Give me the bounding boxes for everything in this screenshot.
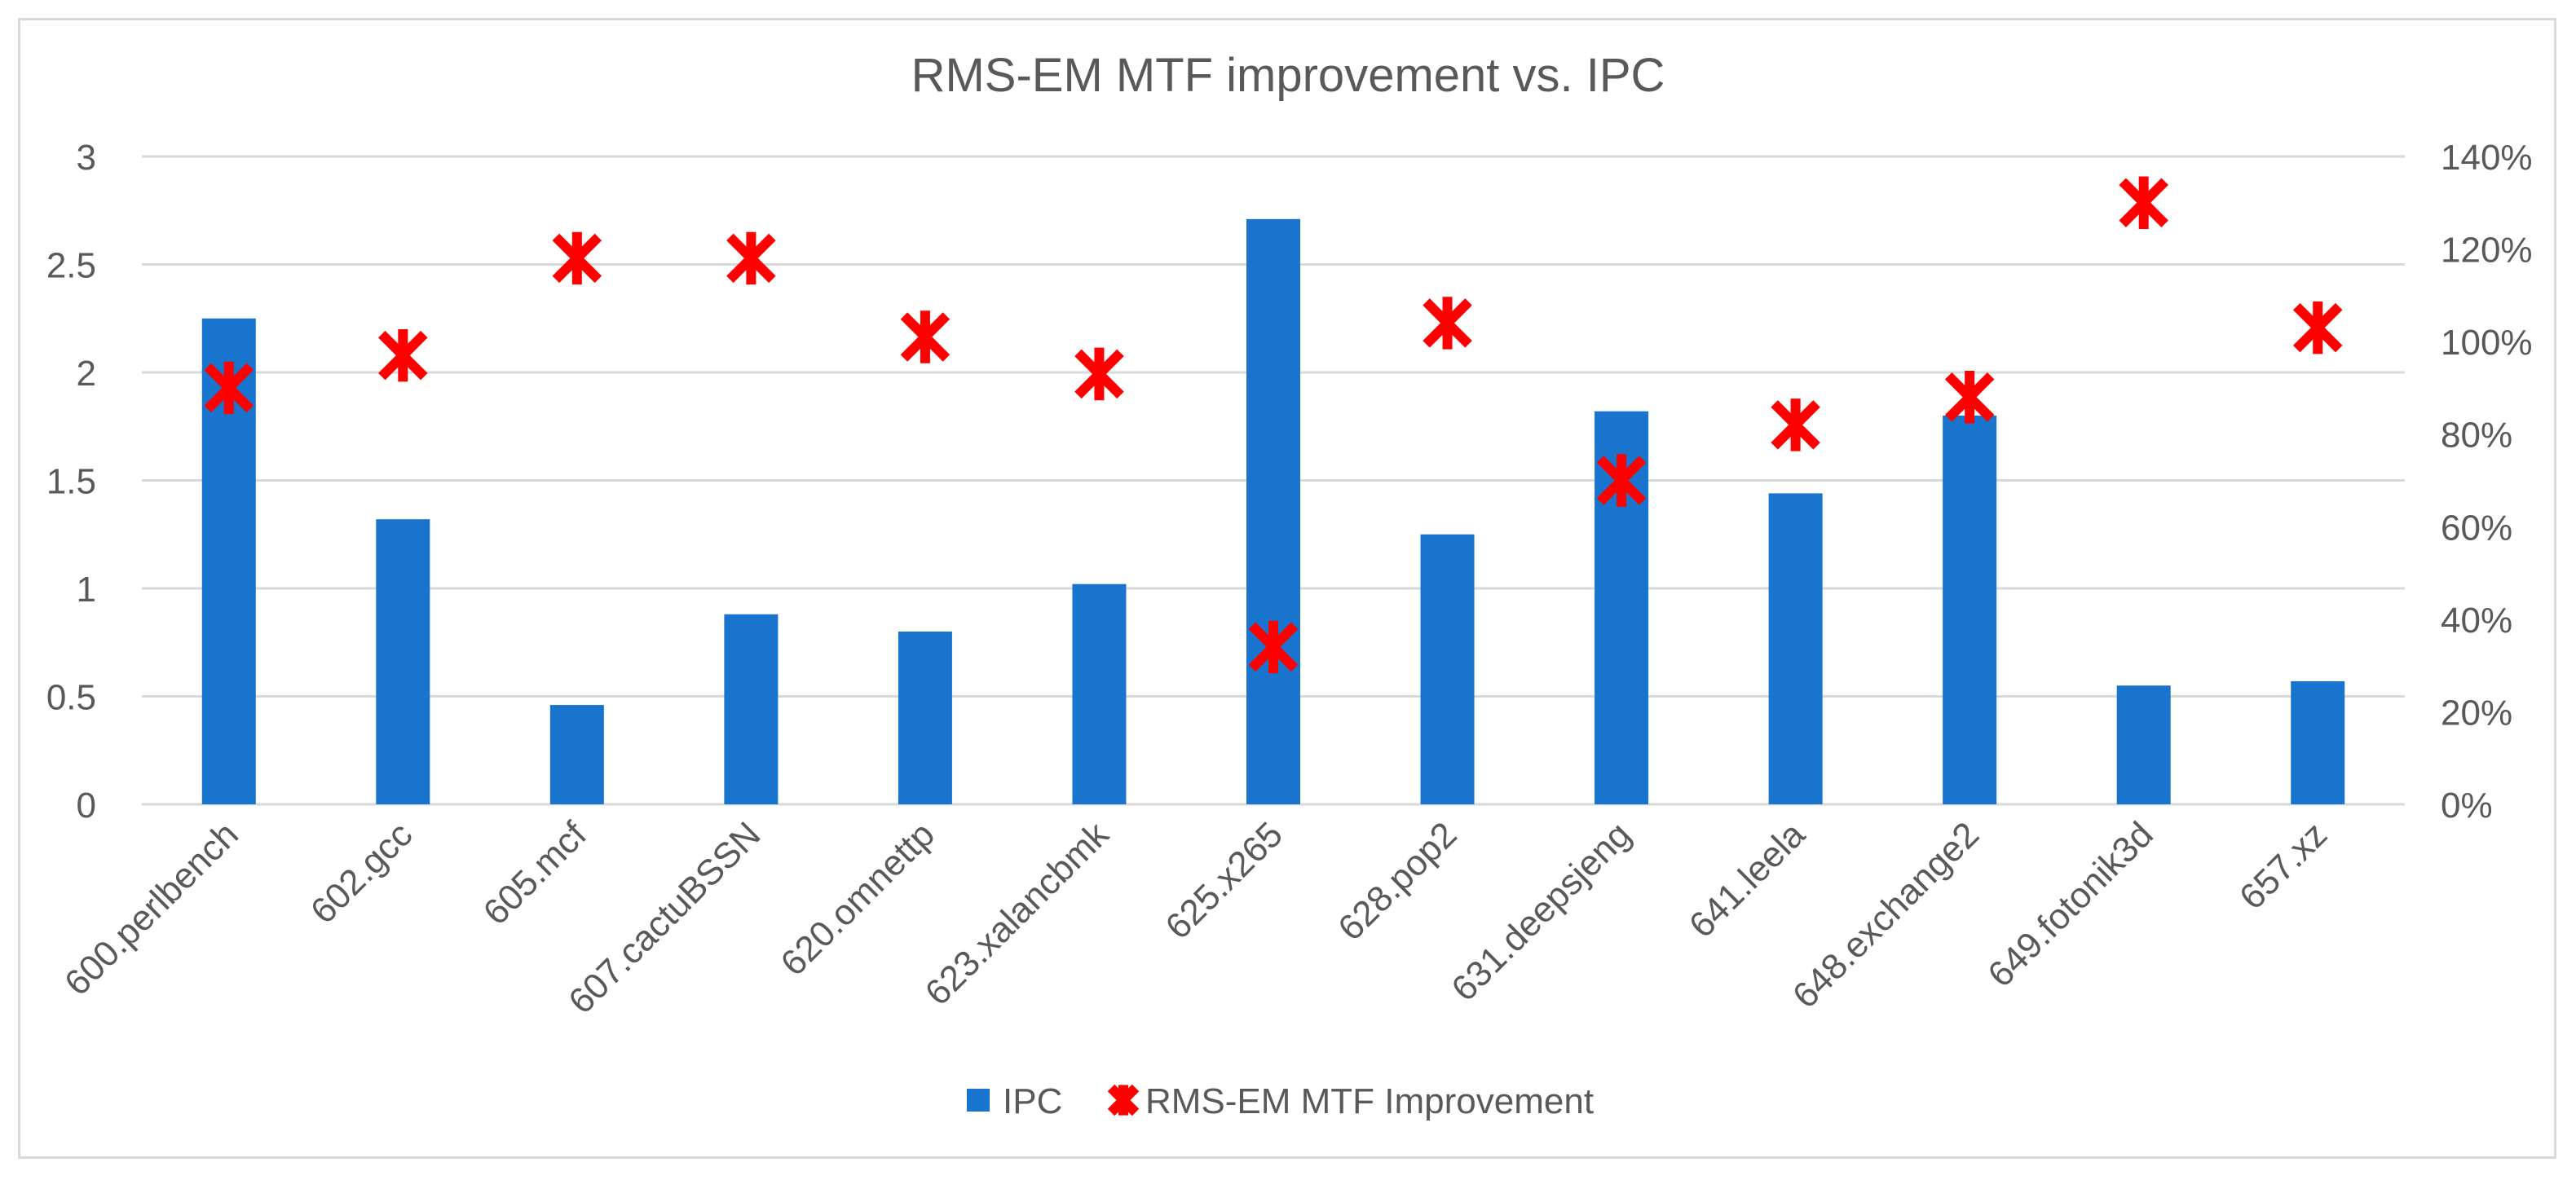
right-tick-label: 140%: [2441, 138, 2533, 178]
x-tick-label: 648.exchange2: [1785, 814, 1987, 1015]
ipc-bar: [1943, 416, 1997, 804]
improvement-marker: [2119, 176, 2168, 230]
x-axis: 600.perlbench 602.gcc 605.mcf607.cactuBSSN…: [57, 814, 2335, 1022]
right-axis: 0% 20% 40% 60% 80% 100% 120% 140%: [2441, 138, 2533, 826]
right-tick-label: 20%: [2441, 693, 2512, 733]
x-tick-label: 657.xz: [2232, 814, 2335, 917]
right-tick-label: 80%: [2441, 416, 2512, 456]
x-tick-label: 641.leela: [1682, 814, 1813, 945]
improvement-marker: [1074, 347, 1124, 401]
improvement-marker: [1248, 620, 1299, 674]
right-tick-label: 100%: [2441, 323, 2533, 363]
x-tick-label: 620.omnettp: [773, 814, 942, 984]
x-tick-label: 623.xalancbmk: [918, 814, 1118, 1014]
left-tick-label: 0: [77, 786, 96, 826]
ipc-bar: [1246, 218, 1300, 805]
improvement-marker: [1423, 297, 1472, 350]
improvement-marker: [2292, 301, 2343, 354]
right-tick-label: 60%: [2441, 508, 2512, 548]
x-tick-label: 602.gcc: [303, 814, 421, 931]
legend-improvement-marker: [1107, 1084, 1140, 1116]
chart-title: RMS-EM MTF improvement vs. IPC: [911, 49, 1665, 102]
ipc-bars: [201, 218, 2345, 805]
legend: IPC RMS-EM MTF Improvement: [967, 1081, 1594, 1121]
improvement-marker: [726, 231, 776, 285]
left-tick-label: 2: [77, 354, 96, 394]
improvement-marker: [900, 310, 951, 363]
left-tick-label: 1: [77, 570, 96, 610]
left-tick-label: 3: [77, 138, 96, 178]
improvement-marker: [552, 231, 602, 285]
right-tick-label: 40%: [2441, 601, 2512, 641]
ipc-bar: [1072, 583, 1127, 804]
ipc-bar: [724, 614, 779, 804]
ipc-bar: [898, 632, 952, 804]
ipc-bar: [376, 519, 430, 804]
legend-improvement-label: RMS-EM MTF Improvement: [1145, 1081, 1594, 1121]
left-axis: 0 0.5 1 1.5 2 2.5 3: [46, 138, 96, 826]
right-tick-label: 120%: [2441, 231, 2533, 271]
x-tick-label: 628.pop2: [1330, 814, 1464, 948]
improvement-marker: [1771, 398, 1820, 451]
ipc-bar: [2116, 685, 2171, 804]
ipc-bar: [1768, 493, 1823, 804]
right-tick-label: 0%: [2441, 786, 2493, 826]
improvement-marker: [204, 361, 254, 415]
ipc-bar: [549, 705, 604, 804]
x-tick-label: 607.cactuBSSN: [561, 814, 768, 1021]
improvement-markers: [204, 176, 2343, 674]
improvement-marker: [1944, 371, 1995, 424]
left-tick-label: 0.5: [46, 678, 96, 718]
left-tick-label: 2.5: [46, 246, 96, 286]
x-tick-label: 631.deepsjeng: [1444, 814, 1639, 1009]
improvement-marker: [378, 328, 428, 382]
ipc-bar: [1420, 534, 1475, 804]
x-tick-label: 649.fotonik3d: [1980, 814, 2160, 994]
improvement-marker: [1596, 454, 1647, 507]
x-tick-label: 605.mcf: [476, 814, 595, 933]
x-tick-label: 625.x265: [1158, 814, 1290, 947]
legend-ipc-label: IPC: [1003, 1081, 1062, 1121]
ipc-bar: [2291, 680, 2345, 804]
x-tick-label: 600.perlbench: [57, 814, 246, 1003]
legend-ipc-swatch: [967, 1089, 990, 1112]
left-tick-label: 1.5: [46, 462, 96, 502]
